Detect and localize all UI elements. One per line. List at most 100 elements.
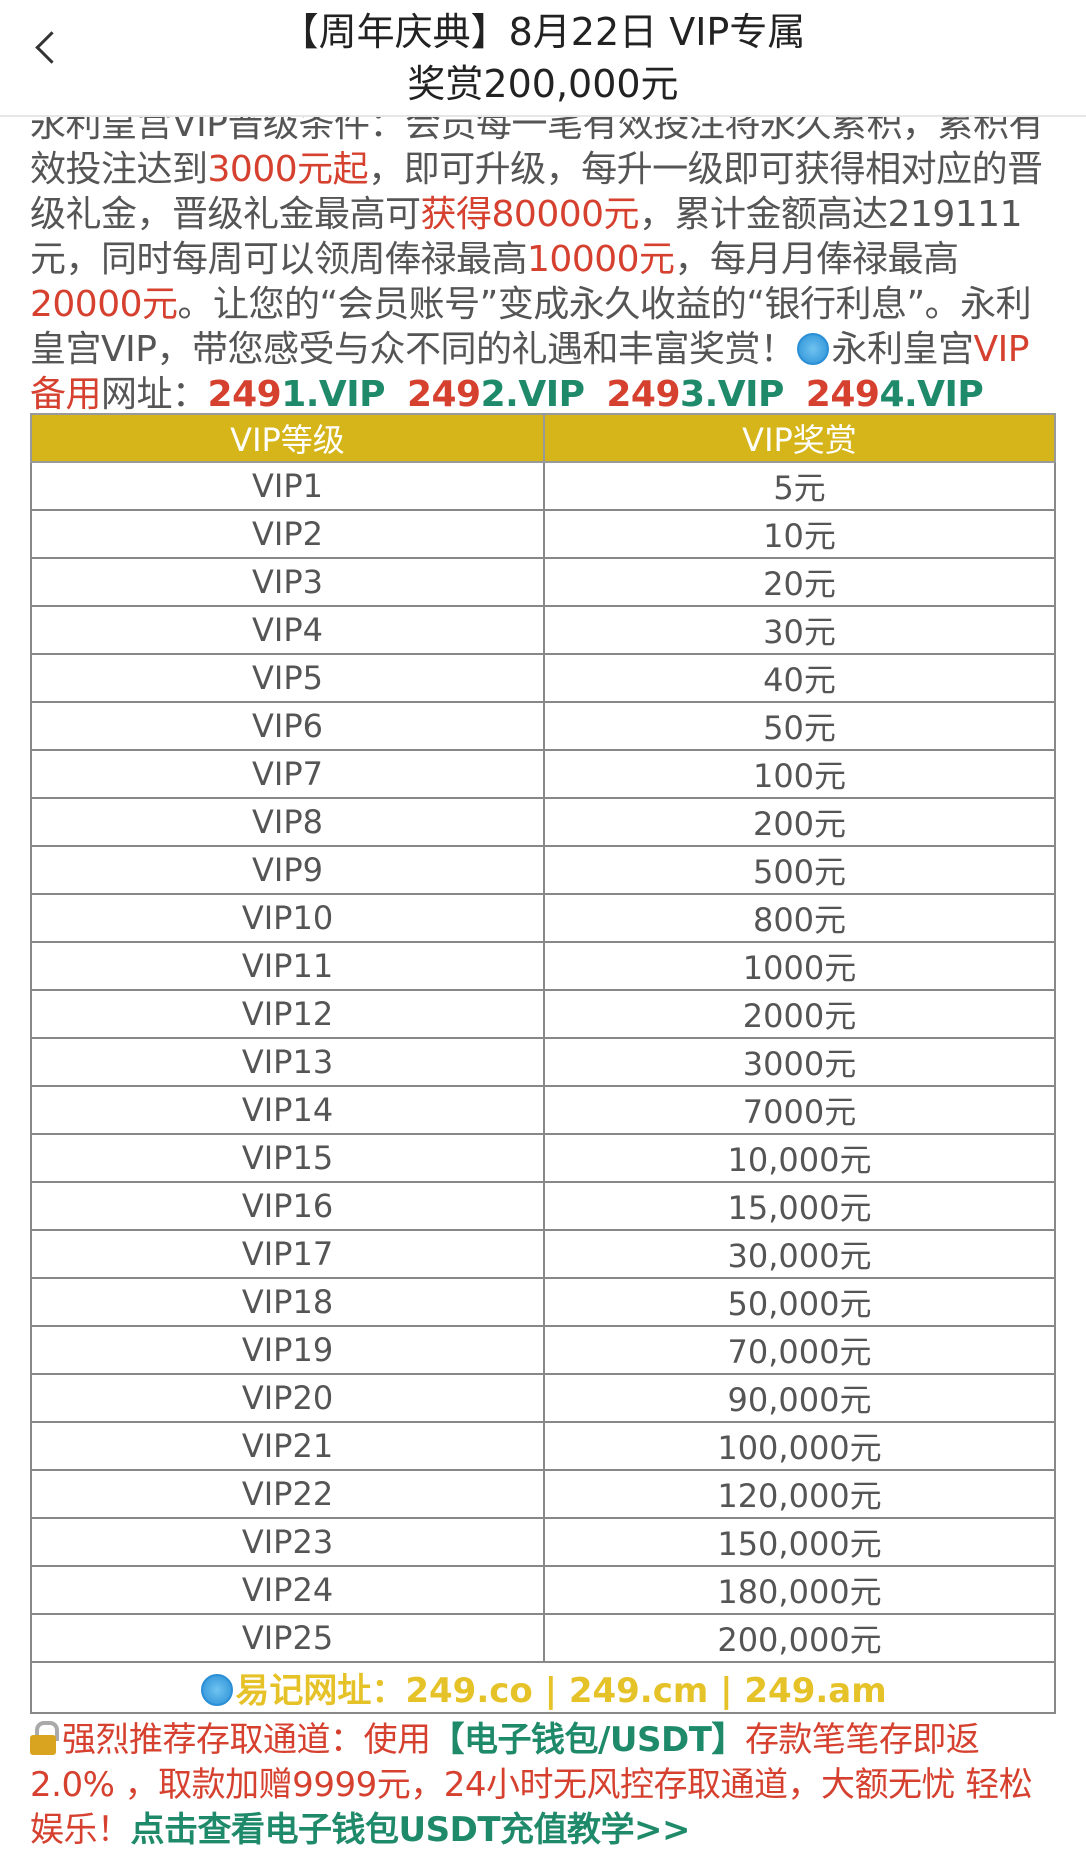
table-row: VIP1 5元 xyxy=(30,461,1056,511)
intro-segment: 获得80000元 xyxy=(420,194,640,235)
level-cell: VIP18 xyxy=(30,1277,545,1327)
table-row: VIP6 50元 xyxy=(30,701,1056,751)
intro-segment: 249 xyxy=(207,374,282,415)
table-row: VIP19 70,000元 xyxy=(30,1325,1056,1375)
recommend-text: 强烈推荐存取通道：使用 xyxy=(62,1720,431,1760)
reward-cell: 1000元 xyxy=(543,941,1056,991)
level-cell: VIP2 xyxy=(30,509,545,559)
reward-cell: 10元 xyxy=(543,509,1056,559)
top-bar: 【周年庆典】8月22日 VIP专属 奖赏200,000元 xyxy=(0,0,1086,117)
wallet-highlight: 【电子钱包/USDT】 xyxy=(430,1720,746,1760)
table-row: VIP7 100元 xyxy=(30,749,1056,799)
level-cell: VIP3 xyxy=(30,557,545,607)
level-cell: VIP25 xyxy=(30,1613,545,1663)
lock-icon xyxy=(30,1721,59,1755)
table-row: VIP10 800元 xyxy=(30,893,1056,943)
table-row: VIP17 30,000元 xyxy=(30,1229,1056,1279)
level-cell: VIP5 xyxy=(30,653,545,703)
level-cell: VIP1 xyxy=(30,461,545,511)
level-cell: VIP21 xyxy=(30,1421,545,1471)
table-row: VIP3 20元 xyxy=(30,557,1056,607)
globe-icon xyxy=(201,1674,234,1706)
level-cell: VIP15 xyxy=(30,1133,545,1183)
intro-segment xyxy=(784,374,806,415)
globe-icon xyxy=(797,333,830,365)
reward-cell: 50元 xyxy=(543,701,1056,751)
level-cell: VIP17 xyxy=(30,1229,545,1279)
usdt-tutorial-link[interactable]: 点击查看电子钱包USDT充值教学>> xyxy=(130,1810,691,1850)
intro-segment: 网址： xyxy=(101,374,208,415)
table-row: VIP4 30元 xyxy=(30,605,1056,655)
reward-cell: 7000元 xyxy=(543,1085,1056,1135)
table-row: VIP9 500元 xyxy=(30,845,1056,895)
col-header-level: VIP等级 xyxy=(30,413,545,463)
level-cell: VIP24 xyxy=(30,1565,545,1615)
intro-paragraph: 永利皇宫VIP晋级条件：会员每一笔有效投注将永久累积，累积有效投注达到3000元… xyxy=(30,102,1060,417)
intro-segment: VIP备用 xyxy=(30,329,1029,415)
reward-cell: 500元 xyxy=(543,845,1056,895)
level-cell: VIP6 xyxy=(30,701,545,751)
level-cell: VIP13 xyxy=(30,1037,545,1087)
table-row: VIP23 150,000元 xyxy=(30,1517,1056,1567)
table-row: VIP11 1000元 xyxy=(30,941,1056,991)
reward-cell: 180,000元 xyxy=(543,1565,1056,1615)
table-row: VIP24 180,000元 xyxy=(30,1565,1056,1615)
reward-cell: 100元 xyxy=(543,749,1056,799)
table-row: VIP13 3000元 xyxy=(30,1037,1056,1087)
col-header-reward: VIP奖赏 xyxy=(543,413,1056,463)
table-row: VIP16 15,000元 xyxy=(30,1181,1056,1231)
intro-segment xyxy=(385,374,407,415)
level-cell: VIP16 xyxy=(30,1181,545,1231)
reward-cell: 70,000元 xyxy=(543,1325,1056,1375)
reward-cell: 150,000元 xyxy=(543,1517,1056,1567)
table-row: VIP12 2000元 xyxy=(30,989,1056,1039)
level-cell: VIP19 xyxy=(30,1325,545,1375)
vip-reward-table: VIP等级 VIP奖赏 VIP1 5元 VIP2 10元 VIP3 20元 VIP4 30元 V… xyxy=(30,413,1056,1714)
table-row: VIP20 90,000元 xyxy=(30,1373,1056,1423)
level-cell: VIP12 xyxy=(30,989,545,1039)
reward-cell: 15,000元 xyxy=(543,1181,1056,1231)
easy-url-row[interactable]: 易记网址：249.co | 249.cm | 249.am xyxy=(30,1661,1056,1714)
table-row: VIP15 10,000元 xyxy=(30,1133,1056,1183)
table-row: VIP14 7000元 xyxy=(30,1085,1056,1135)
intro-segment: 永利皇宫 xyxy=(831,329,974,370)
intro-segment: 249 xyxy=(805,374,880,415)
intro-segment: ，即可升级，每升一级即可获得相对应的晋级礼金，晋级礼金最高可 xyxy=(30,149,1043,235)
intro-segment: ，累计金额高达219111元，同时每周可以领周俸禄最高 xyxy=(30,194,1022,280)
intro-segment: 249 xyxy=(606,374,681,415)
level-cell: VIP8 xyxy=(30,797,545,847)
intro-segment: 。让您的“会员账号”变成永久收益的“银行利息”。永利皇宫VIP，带您感受与众不同… xyxy=(30,284,1032,370)
intro-segment: 4.VIP xyxy=(879,374,984,415)
intro-segment: 2.VIP xyxy=(480,374,585,415)
reward-cell: 90,000元 xyxy=(543,1373,1056,1423)
level-cell: VIP20 xyxy=(30,1373,545,1423)
level-cell: VIP7 xyxy=(30,749,545,799)
intro-segment: ，每月月俸禄最高 xyxy=(674,239,960,280)
intro-segment: 3.VIP xyxy=(680,374,784,415)
recommend-detail: 存款笔笔存即返2.0% ，取款加赠9999元，24小时无风控存取通道，大额无忧 … xyxy=(30,1720,1033,1850)
reward-cell: 30,000元 xyxy=(543,1229,1056,1279)
intro-segment xyxy=(584,374,606,415)
deposit-recommendation: 强烈推荐存取通道：使用【电子钱包/USDT】存款笔笔存即返2.0% ，取款加赠9… xyxy=(30,1718,1060,1853)
intro-segment: 20000元 xyxy=(30,284,178,325)
reward-cell: 10,000元 xyxy=(543,1133,1056,1183)
level-cell: VIP22 xyxy=(30,1469,545,1519)
reward-cell: 5元 xyxy=(543,461,1056,511)
intro-segment: 1.VIP xyxy=(281,374,386,415)
table-row: VIP2 10元 xyxy=(30,509,1056,559)
table-row: VIP22 120,000元 xyxy=(30,1469,1056,1519)
reward-cell: 200元 xyxy=(543,797,1056,847)
table-row: VIP21 100,000元 xyxy=(30,1421,1056,1471)
level-cell: VIP10 xyxy=(30,893,545,943)
level-cell: VIP9 xyxy=(30,845,545,895)
level-cell: VIP4 xyxy=(30,605,545,655)
table-row: VIP5 40元 xyxy=(30,653,1056,703)
reward-cell: 30元 xyxy=(543,605,1056,655)
page-title-line1: 【周年庆典】8月22日 VIP专属 xyxy=(280,10,806,54)
intro-segment: 3000元起 xyxy=(207,149,369,190)
reward-cell: 100,000元 xyxy=(543,1421,1056,1471)
reward-cell: 3000元 xyxy=(543,1037,1056,1087)
intro-segment: 10000元 xyxy=(527,239,675,280)
reward-cell: 40元 xyxy=(543,653,1056,703)
level-cell: VIP14 xyxy=(30,1085,545,1135)
